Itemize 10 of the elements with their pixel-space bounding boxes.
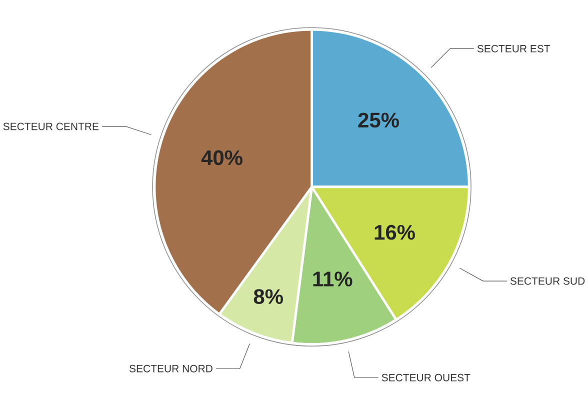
slice-label: SECTEUR CENTRE [3,122,99,130]
data-label: 11% [313,272,352,286]
slice-label: SECTEUR EST [477,44,550,52]
slice-label: SECTEUR NORD [130,364,212,372]
slice-label: SECTEUR SUD [510,277,585,285]
slice-label: SECTEUR OUEST [382,374,470,382]
data-label: 25% [358,112,399,128]
data-label: 8% [254,289,283,304]
data-label: 16% [374,224,415,240]
data-label: 40% [201,150,242,166]
